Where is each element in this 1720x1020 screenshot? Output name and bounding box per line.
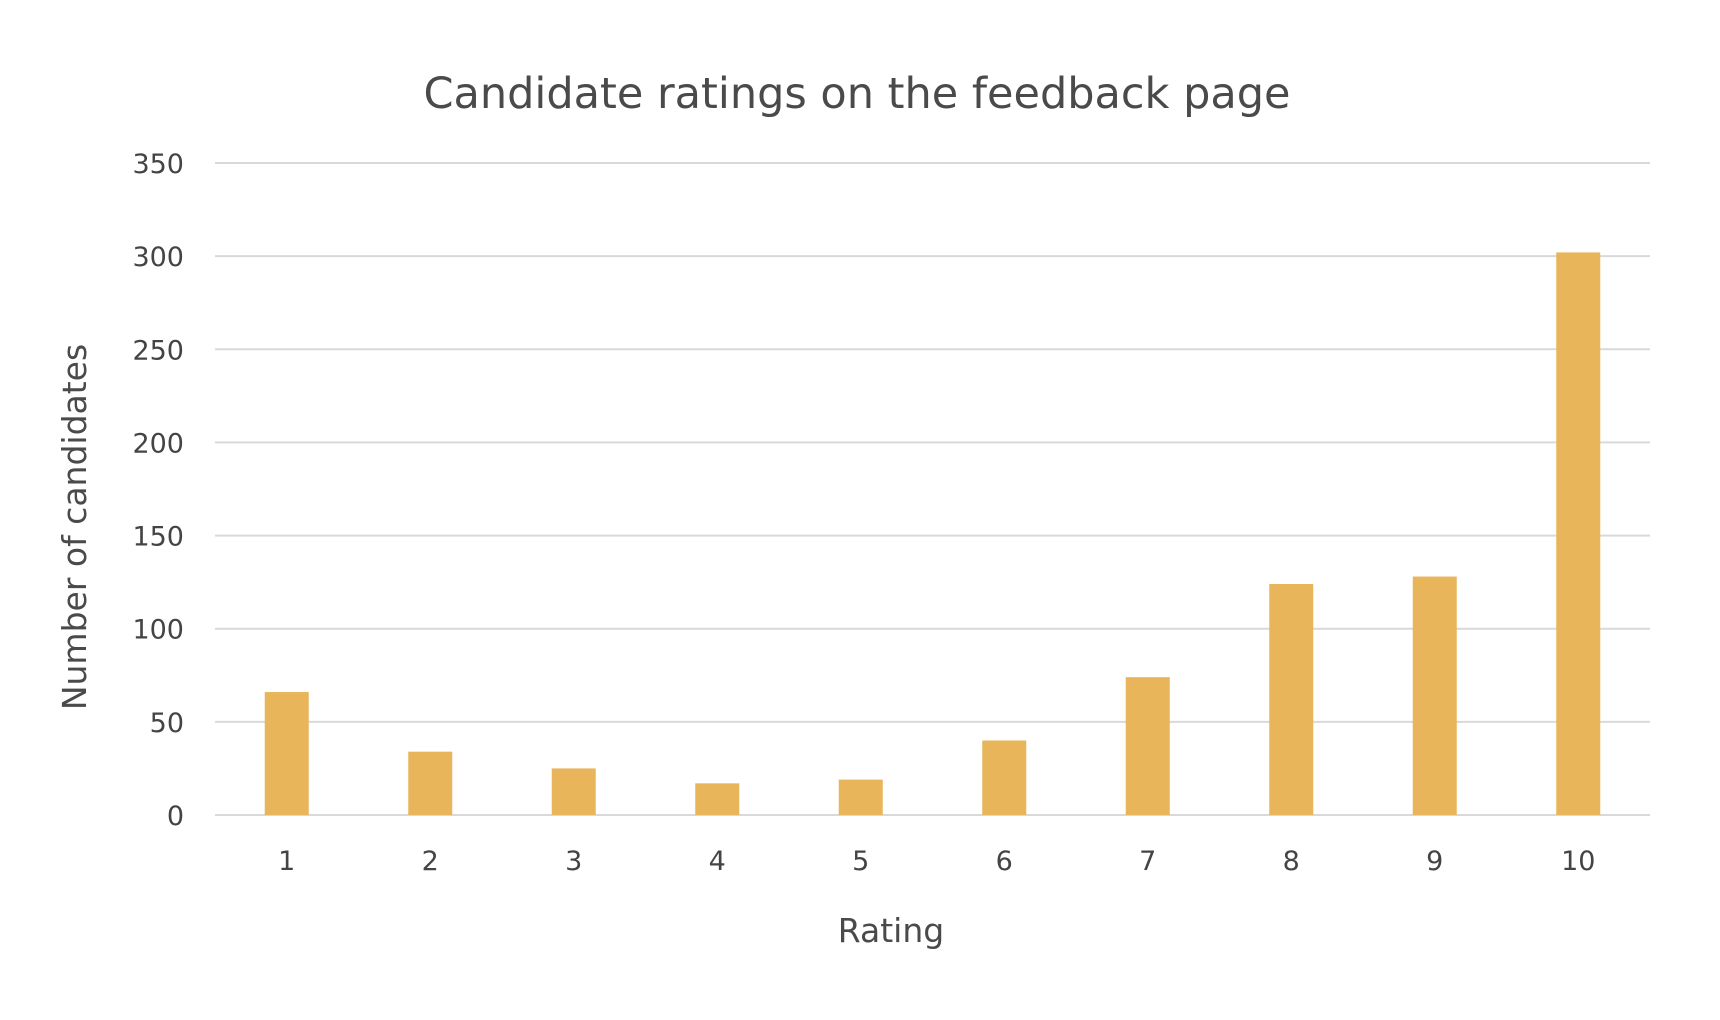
bar-rating-6 [982,740,1027,815]
y-tick-label: 300 [132,242,184,273]
y-axis-ticks: 0 50 100 150 200 250 300 350 [132,149,184,832]
y-tick-label: 200 [132,428,184,459]
bars [264,252,1601,816]
y-tick-label: 250 [132,335,184,366]
bar-rating-5 [838,779,883,815]
bar-rating-3 [551,768,596,815]
y-axis-title: Number of candidates [55,344,94,710]
chart-title: Candidate ratings on the feedback page [423,69,1290,119]
x-tick-label: 1 [278,846,295,877]
x-tick-label: 6 [996,846,1013,877]
x-axis-title: Rating [838,911,944,950]
y-tick-label: 100 [132,615,184,646]
x-tick-label: 8 [1283,846,1300,877]
bar-rating-10 [1556,252,1601,816]
bar-rating-8 [1269,584,1314,815]
bar-rating-9 [1412,576,1457,815]
x-tick-label: 10 [1561,846,1595,877]
x-tick-label: 7 [1139,846,1156,877]
x-tick-label: 5 [852,846,869,877]
bar-rating-2 [408,751,453,815]
gridlines [215,162,1650,816]
bar-rating-4 [695,783,740,815]
y-tick-label: 0 [167,801,184,832]
x-tick-label: 9 [1426,846,1443,877]
x-tick-label: 2 [422,846,439,877]
bar-rating-7 [1125,677,1170,815]
bar-rating-1 [264,692,309,815]
x-tick-label: 4 [709,846,726,877]
x-tick-label: 3 [565,846,582,877]
y-tick-label: 150 [132,522,184,553]
y-tick-label: 50 [150,708,184,739]
y-tick-label: 350 [132,149,184,180]
x-axis-ticks: 1 2 3 4 5 6 7 8 9 10 [278,846,1595,877]
